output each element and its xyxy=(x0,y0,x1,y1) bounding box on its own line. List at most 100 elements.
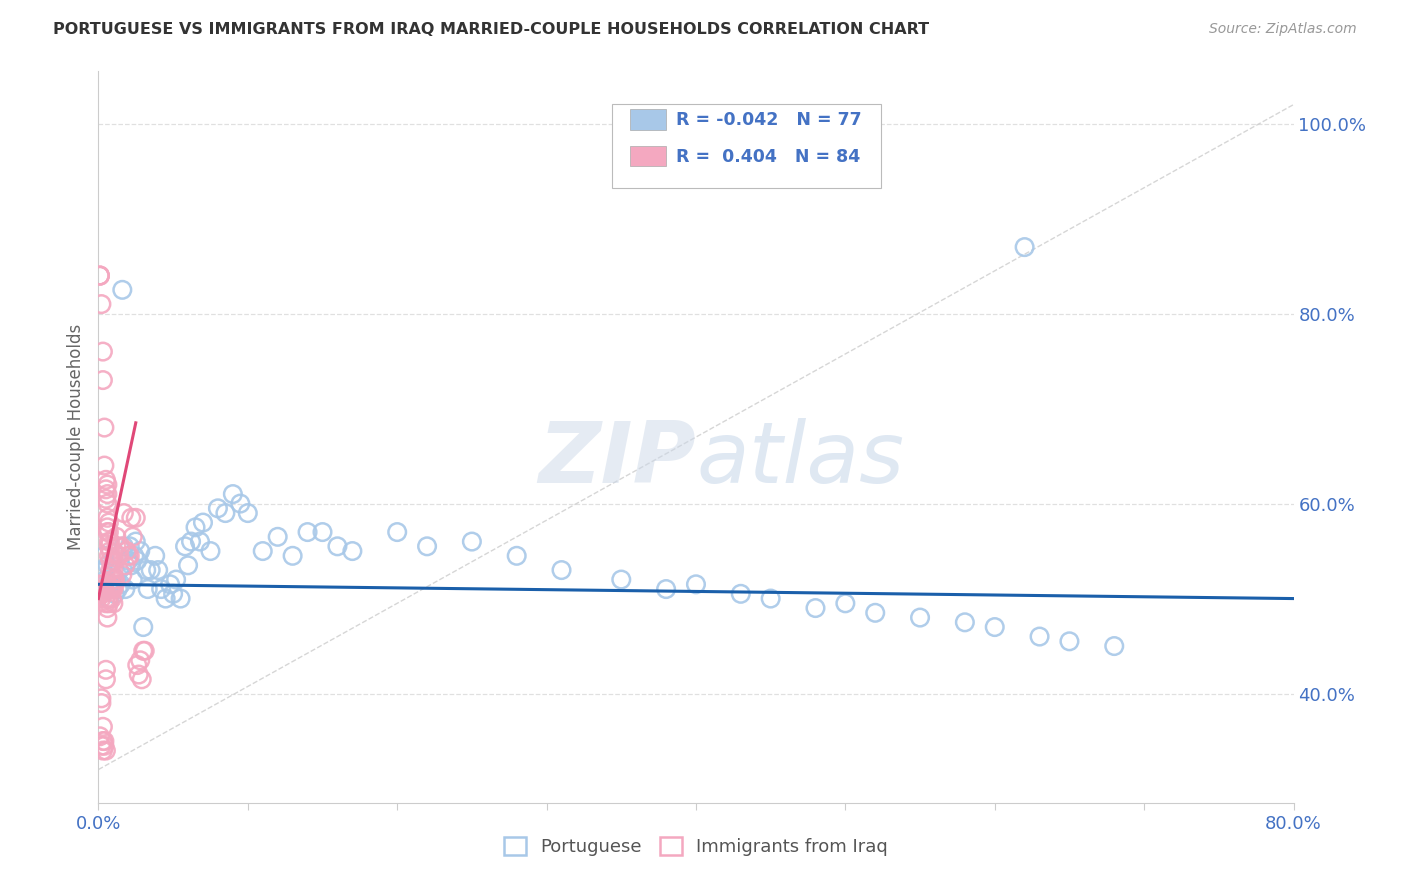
Point xyxy=(97,596,120,610)
Point xyxy=(103,573,125,587)
Point xyxy=(111,567,134,582)
Point xyxy=(200,544,222,558)
Point xyxy=(96,487,118,501)
Legend: Portuguese, Immigrants from Iraq: Portuguese, Immigrants from Iraq xyxy=(496,830,896,863)
Text: PORTUGUESE VS IMMIGRANTS FROM IRAQ MARRIED-COUPLE HOUSEHOLDS CORRELATION CHART: PORTUGUESE VS IMMIGRANTS FROM IRAQ MARRI… xyxy=(53,22,929,37)
Point xyxy=(103,553,125,567)
Point xyxy=(610,573,633,587)
Point xyxy=(730,587,752,601)
Point xyxy=(550,563,572,577)
Point xyxy=(114,582,136,596)
Point xyxy=(97,591,120,606)
Point xyxy=(94,491,117,506)
Point xyxy=(91,587,114,601)
Point xyxy=(132,644,155,658)
Point xyxy=(115,544,138,558)
Point xyxy=(101,567,124,582)
Point xyxy=(188,534,211,549)
Point xyxy=(98,544,122,558)
Point xyxy=(129,544,152,558)
Point xyxy=(1104,639,1126,653)
Point xyxy=(91,582,114,596)
Point xyxy=(139,563,162,577)
Point xyxy=(759,591,782,606)
Point xyxy=(297,524,319,539)
Point xyxy=(118,539,141,553)
Point xyxy=(101,582,124,596)
FancyBboxPatch shape xyxy=(613,104,882,188)
Point xyxy=(104,577,127,591)
Point xyxy=(114,558,136,573)
Point xyxy=(118,549,141,563)
Point xyxy=(162,587,184,601)
Point xyxy=(90,587,112,601)
Point xyxy=(127,553,149,567)
Point xyxy=(96,497,118,511)
Point xyxy=(89,268,111,283)
Point xyxy=(461,534,484,549)
Text: R =  0.404   N = 84: R = 0.404 N = 84 xyxy=(676,148,860,166)
Point xyxy=(222,487,245,501)
Point xyxy=(148,563,170,577)
Point xyxy=(91,373,114,387)
Point xyxy=(207,501,229,516)
Point xyxy=(281,549,304,563)
Point xyxy=(184,520,207,534)
Point xyxy=(117,549,139,563)
Point xyxy=(90,691,112,706)
Point xyxy=(655,582,678,596)
Point xyxy=(97,524,120,539)
Point xyxy=(96,520,118,534)
Point xyxy=(105,573,128,587)
Point xyxy=(90,297,112,311)
Point xyxy=(91,582,114,596)
Point xyxy=(107,582,129,596)
Point xyxy=(385,524,409,539)
Point xyxy=(108,563,131,577)
Point xyxy=(91,743,114,757)
Point xyxy=(91,720,114,734)
Point xyxy=(98,553,122,567)
Point xyxy=(1059,634,1081,648)
Point xyxy=(98,534,122,549)
Point xyxy=(104,573,127,587)
Point xyxy=(108,549,131,563)
Point xyxy=(96,477,118,491)
Point xyxy=(236,506,259,520)
Point xyxy=(101,591,124,606)
Point xyxy=(93,739,115,753)
Point xyxy=(136,582,159,596)
Point xyxy=(94,743,117,757)
Point xyxy=(90,696,112,710)
Point xyxy=(416,539,439,553)
Point xyxy=(96,558,118,573)
Point xyxy=(165,573,187,587)
Point xyxy=(132,620,155,634)
Point xyxy=(252,544,274,558)
Point xyxy=(97,549,120,563)
Point xyxy=(93,549,115,563)
Point xyxy=(267,530,290,544)
Point xyxy=(97,591,120,606)
Point xyxy=(94,596,117,610)
Point xyxy=(125,511,148,525)
Point xyxy=(155,591,177,606)
Point xyxy=(107,549,129,563)
Point xyxy=(214,506,236,520)
Point xyxy=(112,506,135,520)
Point xyxy=(104,587,127,601)
Point xyxy=(685,577,707,591)
Point xyxy=(177,558,200,573)
Point xyxy=(94,473,117,487)
Point xyxy=(98,563,122,577)
Point xyxy=(120,511,142,525)
Point xyxy=(97,534,120,549)
Point xyxy=(128,667,150,681)
Point xyxy=(94,663,117,677)
Point xyxy=(93,734,115,748)
Point xyxy=(953,615,976,630)
Bar xyxy=(630,146,666,167)
Point xyxy=(93,582,115,596)
Point xyxy=(94,573,117,587)
Point xyxy=(121,530,143,544)
